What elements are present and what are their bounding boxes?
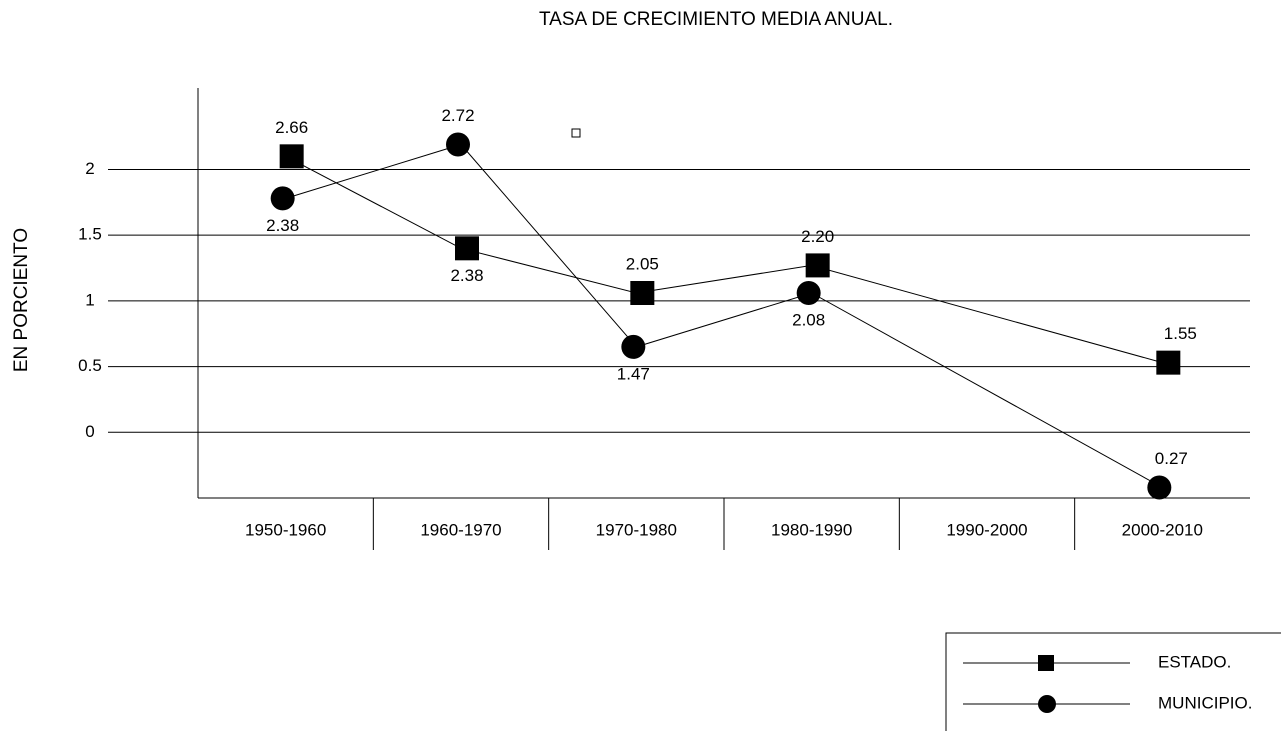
x-tick-label: 1970-1980 <box>596 520 677 539</box>
legend-marker <box>1038 695 1056 713</box>
y-tick-label: 0 <box>85 422 94 441</box>
data-label: 2.72 <box>441 106 474 125</box>
y-tick-label: 1.5 <box>78 225 102 244</box>
x-tick-label: 1950-1960 <box>245 520 326 539</box>
y-tick-label: 2 <box>85 159 94 178</box>
data-point <box>1147 475 1172 500</box>
data-point <box>446 132 470 157</box>
legend-label: MUNICIPIO. <box>1158 693 1252 712</box>
series-line <box>285 143 1163 488</box>
data-point <box>621 334 646 359</box>
data-point <box>796 281 821 305</box>
x-tick-label: 1990-2000 <box>946 520 1027 539</box>
data-label: 0.27 <box>1155 449 1188 468</box>
x-tick-label: 1980-1990 <box>771 520 852 539</box>
data-point <box>1156 350 1181 375</box>
data-point <box>455 236 479 261</box>
data-point <box>630 281 655 305</box>
y-axis-label: EN PORCIENTO <box>11 228 32 372</box>
y-tick-label: 1 <box>85 290 94 309</box>
data-label: 1.55 <box>1164 324 1197 343</box>
chart-title: TASA DE CRECIMIENTO MEDIA ANUAL. <box>539 9 893 30</box>
data-label: 2.20 <box>801 227 834 246</box>
series-line <box>285 155 1163 364</box>
decoration <box>571 128 581 138</box>
legend-marker <box>1038 655 1054 671</box>
data-label: 1.47 <box>617 364 650 383</box>
legend-label: ESTADO. <box>1158 652 1231 671</box>
data-label: 2.66 <box>275 118 308 137</box>
legend <box>945 632 1281 731</box>
data-point <box>279 144 304 169</box>
data-point <box>270 186 295 211</box>
data-label: 2.08 <box>792 310 825 329</box>
data-point <box>805 253 830 278</box>
data-label: 2.05 <box>626 254 659 273</box>
x-tick-label: 2000-2010 <box>1122 520 1203 539</box>
x-tick-label: 1960-1970 <box>420 520 501 539</box>
y-tick-label: 0.5 <box>78 356 102 375</box>
data-label: 2.38 <box>450 266 483 285</box>
data-label: 2.38 <box>266 216 299 235</box>
